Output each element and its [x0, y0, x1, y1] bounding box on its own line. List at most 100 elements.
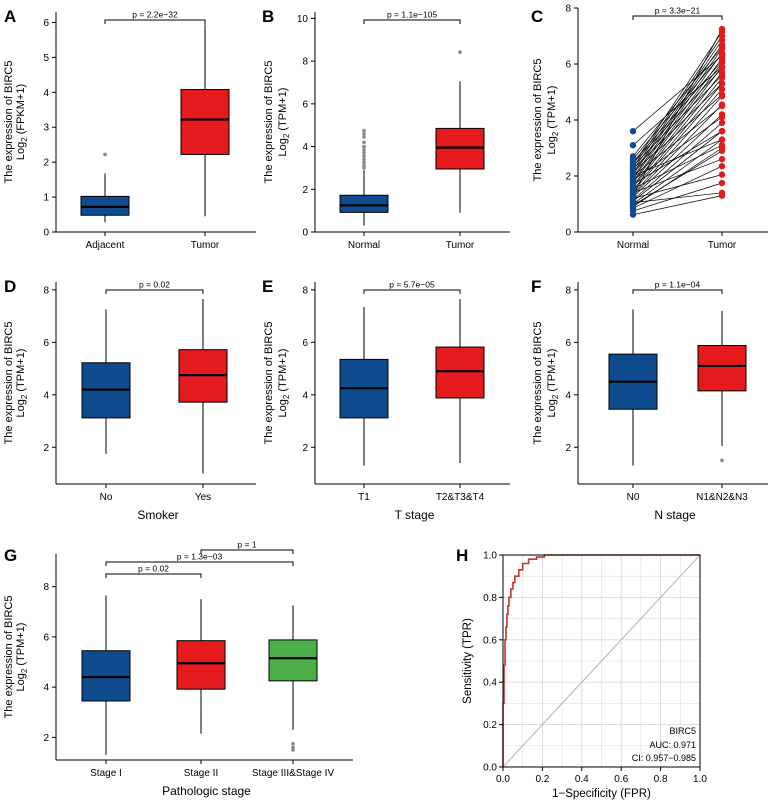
box	[697, 344, 747, 392]
unit-label: (TPM+1)	[15, 349, 27, 395]
y-axis-label: The expression of BIRC5	[3, 61, 15, 184]
tumor-point	[718, 72, 726, 79]
pair-line	[632, 55, 723, 132]
normal-point	[629, 128, 637, 135]
y-tick-label: 1.0	[483, 551, 497, 562]
normal-point	[629, 203, 637, 210]
y-tick-label: 2	[43, 733, 49, 744]
x-axis-title: Smoker	[137, 508, 178, 522]
significance-bracket	[363, 19, 461, 24]
pair-line	[632, 52, 723, 178]
pair-line	[632, 40, 723, 171]
log-subscript: 2	[282, 133, 291, 138]
outlier-point	[291, 748, 295, 752]
pair-line	[632, 182, 723, 212]
log-label: Log	[15, 142, 27, 160]
panel-letter: C	[531, 7, 543, 26]
p-value-label: p = 1.1e−04	[655, 280, 701, 290]
y-axis-label: The expression of BIRC5	[3, 322, 15, 445]
normal-point	[629, 153, 637, 160]
box	[268, 639, 318, 682]
y-tick-label: 4	[43, 390, 49, 401]
p-value-label: p = 1.1e−105	[387, 10, 437, 20]
panel-h: H 0.00.0 0.2 0.2 0.4 0.4 0.6 0.6 0.8 0.8 1.0 1.0 1−S…	[456, 546, 707, 800]
y-axis-unit-label: Log2 (TPM+1)	[15, 349, 29, 418]
box	[435, 346, 485, 399]
y-axis-label: The expression of BIRC5	[532, 322, 544, 445]
tumor-point	[718, 52, 726, 59]
y-tick-label: 2	[565, 443, 571, 454]
box	[81, 650, 131, 702]
log-label: Log	[15, 673, 27, 691]
log-subscript: 2	[551, 131, 560, 136]
y-axis-unit-label: Log2 (FPKM+1)	[15, 84, 29, 160]
x-tick-label: 0.0	[496, 774, 510, 785]
x-tick-label: Stage II	[184, 768, 218, 779]
tumor-point	[718, 179, 726, 187]
pair-line	[632, 139, 723, 177]
x-tick-label: Tumor	[446, 240, 475, 251]
log-label: Log	[546, 136, 558, 154]
y-axis-label: The expression of BIRC5	[532, 59, 544, 182]
y-axis-unit-label: Log2 (TPM+1)	[15, 623, 29, 692]
legend-auc: AUC: 0.971	[649, 740, 696, 750]
tumor-point	[718, 128, 726, 135]
x-tick-label: 0.8	[654, 774, 668, 785]
pair-line	[632, 105, 723, 177]
p-value-label: p = 0.02	[139, 280, 170, 290]
x-tick-label: N0	[627, 492, 640, 503]
outlier-point	[291, 745, 295, 750]
pair-line	[632, 66, 723, 146]
significance-bracket	[104, 19, 206, 24]
pair-line	[632, 74, 723, 167]
diagonal-reference	[502, 554, 701, 768]
y-tick-label: 0.8	[483, 593, 497, 604]
y-axis-label: The expression of BIRC5	[3, 596, 15, 719]
panel-letter: F	[531, 277, 541, 296]
x-tick-label: 0.6	[614, 774, 628, 785]
box-group-0	[339, 128, 389, 226]
pair-line	[632, 104, 723, 196]
significance-bracket	[632, 289, 723, 294]
x-axis-title: 1−Specificity (FPR)	[552, 788, 651, 800]
box-group-0	[80, 152, 130, 223]
x-tick-label: Yes	[195, 492, 211, 503]
outlier-point	[720, 458, 724, 463]
log-subscript: 2	[551, 394, 560, 399]
y-axis-title: Sensitivity (TPR)	[462, 618, 474, 704]
pair-line	[632, 192, 723, 203]
pair-line	[632, 130, 723, 202]
legend-name: BIRC5	[669, 726, 696, 736]
y-tick-label: 6	[302, 99, 308, 110]
box-group-0	[81, 595, 131, 755]
pair-line	[632, 95, 723, 195]
p-value-label: p = 1	[237, 540, 256, 550]
unit-label: (TPM+1)	[15, 623, 27, 669]
y-tick-label: 0.6	[483, 635, 497, 646]
unit-label: (TPM+1)	[277, 349, 289, 395]
y-tick-label: 3	[43, 123, 49, 134]
x-tick-label: 1.0	[693, 774, 707, 785]
y-tick-label: 0.0	[483, 763, 497, 774]
y-tick-label: 6	[43, 18, 49, 29]
log-label: Log	[277, 138, 289, 156]
y-tick-label: 6	[302, 338, 308, 349]
y-tick-label: 4	[565, 390, 571, 401]
unit-label: (TPM+1)	[277, 88, 289, 134]
y-tick-label: 4	[43, 683, 49, 694]
pair-line	[632, 114, 723, 198]
significance-bracket	[200, 549, 294, 554]
panel-letter: G	[4, 546, 17, 565]
pair-line	[632, 174, 723, 199]
unit-label: (TPM+1)	[546, 349, 558, 395]
box-group-0	[81, 309, 131, 454]
log-subscript: 2	[282, 394, 291, 399]
significance-bracket	[105, 573, 202, 578]
panel-letter: H	[456, 546, 468, 565]
significance-bracket	[105, 289, 204, 294]
x-tick-label: No	[100, 492, 113, 503]
pair-line	[632, 67, 723, 164]
outlier-point	[362, 128, 366, 133]
